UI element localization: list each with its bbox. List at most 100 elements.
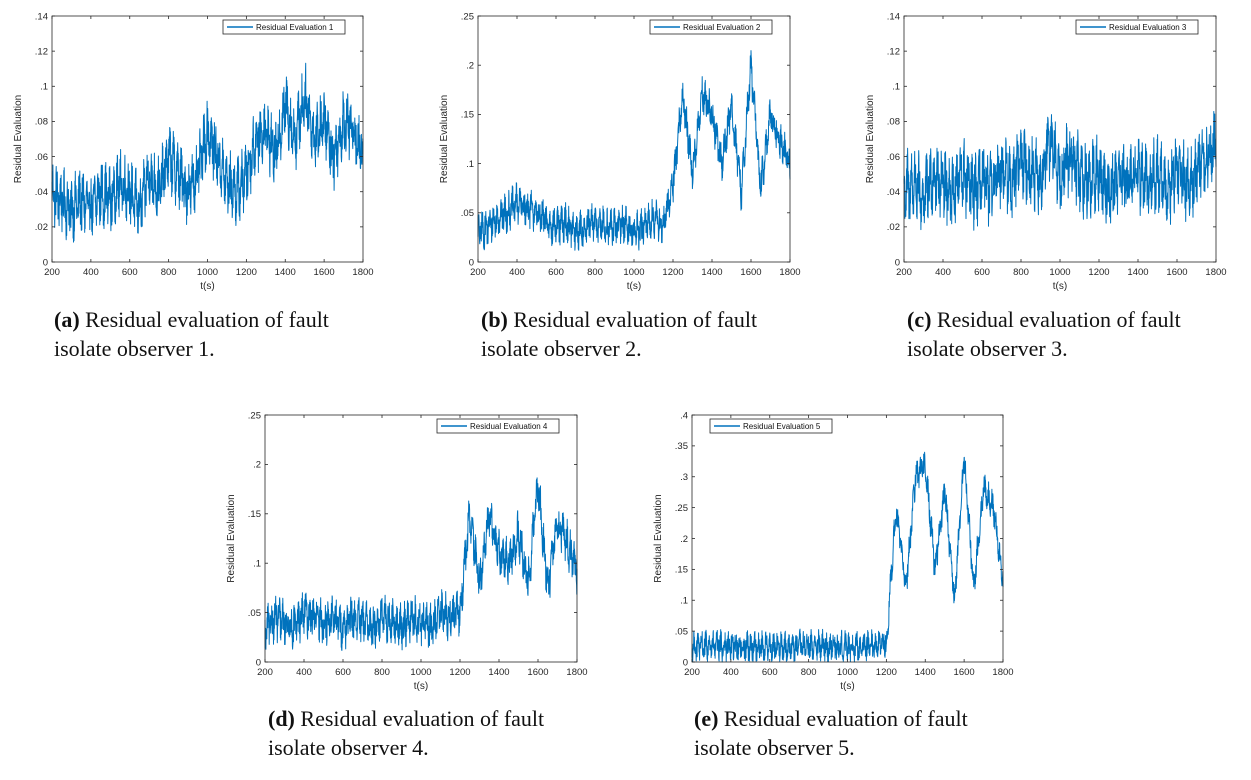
x-tick-label: 200 <box>44 267 60 278</box>
legend-box <box>709 418 833 434</box>
legend-label: Residual Evaluation 5 <box>743 422 821 431</box>
y-tick-label: .4 <box>680 410 688 421</box>
y-tick-label: .08 <box>35 117 48 128</box>
chart-residual-evaluation-3: 200 400 600 800 1000 1200 1400 1600 1800 0 .02 .04.… <box>865 11 1227 292</box>
series-line-residual-evaluation <box>903 111 1217 231</box>
legend-box <box>1075 19 1199 35</box>
y-tick-label: 0 <box>683 657 688 668</box>
chart-residual-evaluation-5: 200 400 600 800 1000 1200 1400 1600 1800 0 .05 .1 .1… <box>653 410 1014 692</box>
y-tick-label: .06 <box>887 152 900 163</box>
x-tick-label: 400 <box>296 667 312 678</box>
x-tick-label: 400 <box>509 267 525 278</box>
legend-label: Residual Evaluation 2 <box>683 23 761 32</box>
x-tick-label: 600 <box>335 667 351 678</box>
y-tick-label: .2 <box>253 460 261 471</box>
caption-text: Residual evaluation of fault isolate obs… <box>694 706 968 760</box>
y-tick-label: .05 <box>461 208 474 219</box>
caption-label: (d) <box>268 706 295 731</box>
x-tick-label: 200 <box>470 267 486 278</box>
legend-label: Residual Evaluation 1 <box>256 23 334 32</box>
x-tick-label: 400 <box>935 267 951 278</box>
y-tick-label: .15 <box>675 565 688 576</box>
y-tick-label: .14 <box>887 11 900 22</box>
x-tick-label: 1600 <box>527 667 548 678</box>
y-tick-label: .2 <box>680 534 688 545</box>
legend: Residual Evaluation 2 <box>649 19 773 35</box>
x-tick-label: 1800 <box>566 667 587 678</box>
legend-label: Residual Evaluation 3 <box>1109 23 1187 32</box>
x-tick-label: 1200 <box>662 267 683 278</box>
y-tick-label: .1 <box>466 159 474 170</box>
x-tick-label: 1000 <box>410 667 431 678</box>
y-tick-label: 0 <box>895 257 900 268</box>
caption-d: (d) Residual evaluation of fault isolate… <box>268 704 588 762</box>
x-tick-label: 1400 <box>1127 267 1148 278</box>
chart-residual-evaluation-2: 200 400 600 800 1000 1200 1400 1600 1800 0 .05 .1 .1… <box>439 11 801 292</box>
plot-area <box>904 16 1216 262</box>
x-axis-label: t(s) <box>414 681 428 692</box>
legend-label: Residual Evaluation 4 <box>470 422 548 431</box>
y-tick-label: .15 <box>248 509 261 520</box>
x-tick-label: 800 <box>161 267 177 278</box>
x-tick-label: 1000 <box>623 267 644 278</box>
series-line-residual-evaluation <box>264 477 578 651</box>
caption-label: (b) <box>481 307 508 332</box>
y-axis-label: Residual Evaluation <box>226 494 237 582</box>
caption-a: (a) Residual evaluation of fault isolate… <box>54 305 374 363</box>
caption-b: (b) Residual evaluation of fault isolate… <box>481 305 801 363</box>
x-tick-label: 1800 <box>352 267 373 278</box>
caption-text: Residual evaluation of fault isolate obs… <box>907 307 1181 361</box>
y-tick-label: .1 <box>892 82 900 93</box>
y-tick-label: .08 <box>887 117 900 128</box>
caption-label: (e) <box>694 706 719 731</box>
legend: Residual Evaluation 3 <box>1075 19 1199 35</box>
x-tick-label: 1200 <box>236 267 257 278</box>
y-tick-label: .25 <box>461 11 474 22</box>
y-tick-label: .2 <box>466 61 474 72</box>
x-tick-label: 1200 <box>449 667 470 678</box>
x-tick-label: 1400 <box>275 267 296 278</box>
y-axis-label: Residual Evaluation <box>653 494 664 582</box>
y-tick-label: .04 <box>887 187 900 198</box>
caption-text: Residual evaluation of fault isolate obs… <box>268 706 545 760</box>
x-tick-label: 400 <box>83 267 99 278</box>
caption-label: (c) <box>907 307 932 332</box>
x-tick-label: 1000 <box>837 667 858 678</box>
legend-box <box>222 19 346 35</box>
x-tick-label: 1400 <box>915 667 936 678</box>
x-tick-label: 1600 <box>954 667 975 678</box>
caption-label: (a) <box>54 307 80 332</box>
x-axis-label: t(s) <box>840 681 854 692</box>
x-tick-label: 1800 <box>779 267 800 278</box>
x-tick-label: 200 <box>257 667 273 678</box>
y-tick-label: .02 <box>887 222 900 233</box>
x-tick-label: 600 <box>974 267 990 278</box>
y-tick-label: 0 <box>469 257 474 268</box>
y-axis-label: Residual Evaluation <box>865 95 876 183</box>
x-tick-label: 200 <box>684 667 700 678</box>
x-axis-label: t(s) <box>1053 281 1067 292</box>
legend: Residual Evaluation 4 <box>436 418 560 434</box>
x-tick-label: 400 <box>723 667 739 678</box>
y-tick-label: .12 <box>887 46 900 57</box>
x-tick-label: 1400 <box>701 267 722 278</box>
y-tick-label: .05 <box>675 626 688 637</box>
legend-box <box>649 19 773 35</box>
x-axis-label: t(s) <box>627 281 641 292</box>
plot-area <box>692 415 1003 662</box>
x-tick-label: 1600 <box>1166 267 1187 278</box>
x-tick-label: 600 <box>548 267 564 278</box>
chart-residual-evaluation-1: 200 400 600 800 1000 1200 1400 1600 1800 0 .02 .04.… <box>13 11 374 292</box>
y-tick-label: .06 <box>35 152 48 163</box>
y-tick-label: .1 <box>40 82 48 93</box>
y-tick-label: .14 <box>35 11 48 22</box>
series-line-residual-evaluation <box>691 451 1004 663</box>
y-tick-label: .15 <box>461 110 474 121</box>
x-tick-label: 200 <box>896 267 912 278</box>
x-tick-label: 1200 <box>876 667 897 678</box>
x-tick-label: 1000 <box>197 267 218 278</box>
x-tick-label: 1400 <box>488 667 509 678</box>
x-tick-label: 1800 <box>1205 267 1226 278</box>
y-tick-label: .02 <box>35 222 48 233</box>
